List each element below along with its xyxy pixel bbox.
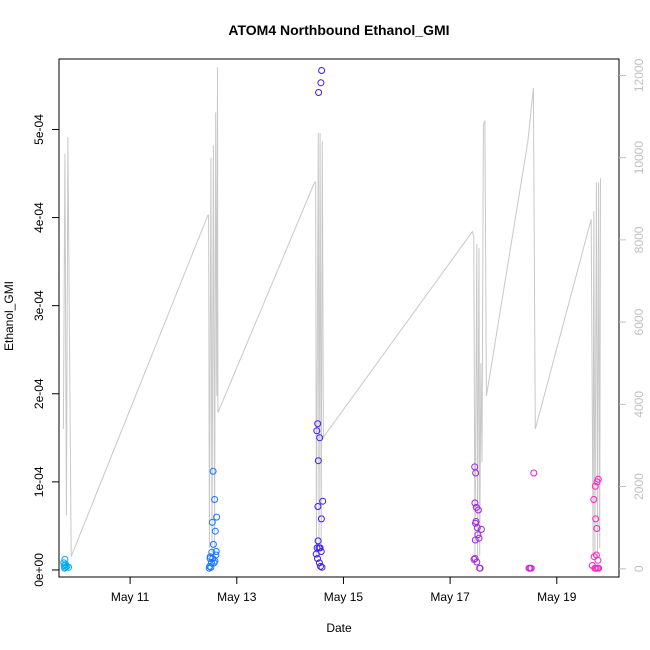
data-point xyxy=(472,469,480,477)
data-point xyxy=(61,563,69,571)
y-tick-label: 2e-04 xyxy=(32,378,46,409)
x-tick-label: May 17 xyxy=(430,590,470,604)
series-line-0 xyxy=(62,67,601,557)
data-point xyxy=(527,564,535,572)
y-tick-label: 4e-04 xyxy=(32,202,46,233)
data-point xyxy=(593,525,601,532)
data-point xyxy=(473,524,481,532)
data-point xyxy=(592,515,600,523)
y-tick-label: 5e-04 xyxy=(32,114,46,145)
data-point xyxy=(318,67,326,74)
data-point xyxy=(591,482,599,490)
y-right-tick-label: 10000 xyxy=(632,141,646,175)
data-point xyxy=(476,564,484,572)
y-right-tick-label: 8000 xyxy=(632,226,646,253)
data-point xyxy=(211,496,219,503)
data-point xyxy=(208,518,216,526)
data-point xyxy=(474,506,482,514)
data-point xyxy=(317,562,324,570)
data-point xyxy=(212,548,220,555)
x-tick-label: May 13 xyxy=(217,590,257,604)
data-point xyxy=(319,497,327,505)
data-point xyxy=(213,513,221,521)
x-tick-label: May 19 xyxy=(537,590,577,604)
x-tick-label: May 15 xyxy=(324,590,364,604)
data-point xyxy=(316,434,324,442)
y-right-tick-label: 4000 xyxy=(632,391,646,418)
data-point xyxy=(530,469,538,477)
plot-area xyxy=(60,67,603,572)
data-point xyxy=(317,515,325,523)
x-tick-label: May 11 xyxy=(111,590,150,604)
data-point xyxy=(209,540,217,548)
y-tick-label: 1e-04 xyxy=(32,466,46,497)
data-point xyxy=(590,553,598,561)
data-point xyxy=(474,531,482,539)
plot-frame xyxy=(58,58,620,578)
data-point xyxy=(207,559,215,567)
data-point xyxy=(314,503,322,510)
data-point xyxy=(318,563,326,571)
data-point xyxy=(212,551,220,559)
data-point xyxy=(471,499,479,507)
data-point xyxy=(473,558,481,566)
y-tick-label: 0e+00 xyxy=(32,553,46,587)
data-point xyxy=(314,420,322,428)
chart-title: ATOM4 Northbound Ethanol_GMI xyxy=(228,22,449,38)
data-point xyxy=(594,556,602,564)
y-right-tick-label: 12000 xyxy=(632,58,646,92)
data-point xyxy=(314,457,322,465)
data-point xyxy=(313,427,321,435)
data-point xyxy=(590,496,598,503)
data-point xyxy=(594,475,602,483)
data-point xyxy=(314,537,322,545)
y-tick-label: 3e-04 xyxy=(32,290,46,321)
data-point xyxy=(471,555,479,562)
data-point xyxy=(313,544,321,552)
axes: May 11 May 13 May 15 May 17 May 19 0e+00 1e-04… xyxy=(32,58,646,604)
y-axis-label: Ethanol_GMI xyxy=(2,281,16,351)
y-right-tick-label: 2000 xyxy=(632,473,646,500)
data-point xyxy=(316,544,324,552)
y-right-tick-label: 0 xyxy=(632,565,646,572)
data-point xyxy=(314,555,321,562)
data-point xyxy=(477,525,485,533)
data-point xyxy=(315,89,323,96)
data-point xyxy=(61,564,69,572)
data-point xyxy=(209,467,217,475)
data-point xyxy=(65,563,73,571)
y-right-tick-label: 6000 xyxy=(632,308,646,335)
data-point xyxy=(61,555,69,563)
x-axis-label: Date xyxy=(326,621,352,635)
data-point xyxy=(595,564,603,572)
data-point xyxy=(211,527,219,535)
data-point xyxy=(317,79,325,87)
data-point xyxy=(317,548,325,555)
data-point xyxy=(206,562,214,570)
data-point xyxy=(475,534,483,542)
